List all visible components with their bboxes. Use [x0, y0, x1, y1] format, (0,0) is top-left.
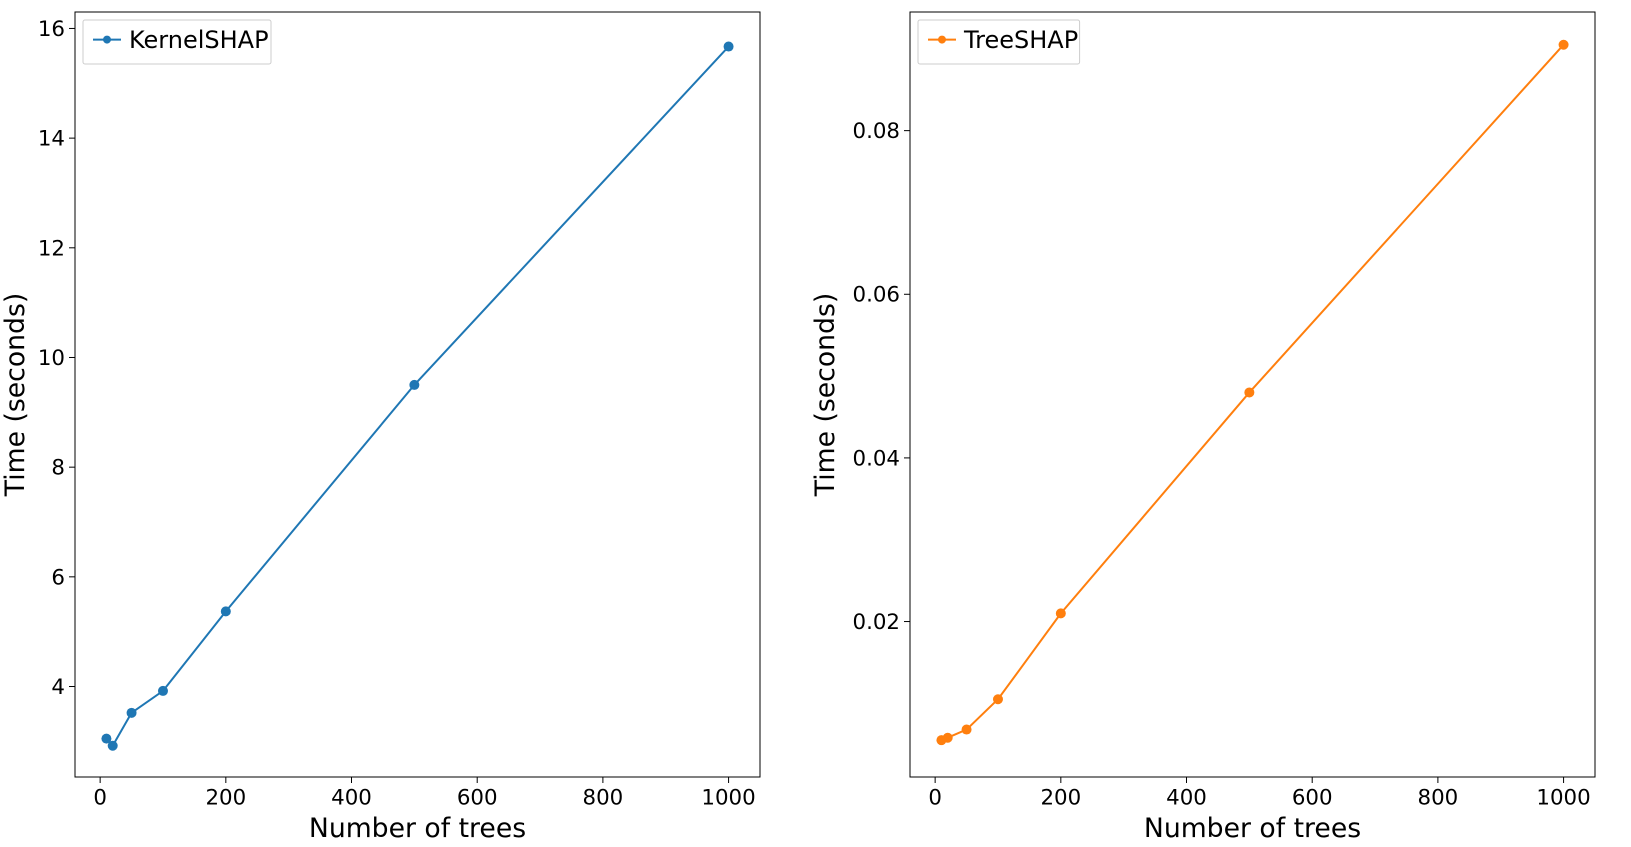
- legend-label-kernelshap: KernelSHAP: [129, 26, 269, 54]
- y-axis-label: Time (seconds): [0, 293, 31, 497]
- y-tick-label: 0.06: [853, 283, 901, 308]
- series-marker-kernelshap: [127, 708, 137, 718]
- series-marker-kernelshap: [108, 741, 118, 751]
- y-tick-label: 6: [51, 565, 65, 590]
- x-tick-label: 600: [1292, 785, 1333, 810]
- y-tick-label: 12: [38, 236, 65, 261]
- series-line-kernelshap: [106, 47, 728, 746]
- y-tick-label: 0.08: [853, 119, 901, 144]
- legend-marker-treeshap: [938, 36, 946, 44]
- x-tick-label: 0: [928, 785, 942, 810]
- series-marker-kernelshap: [158, 686, 168, 696]
- legend: TreeSHAP: [918, 20, 1080, 64]
- y-tick-label: 16: [38, 17, 65, 42]
- legend-marker-kernelshap: [103, 36, 111, 44]
- x-tick-label: 800: [583, 785, 624, 810]
- x-tick-label: 400: [1166, 785, 1207, 810]
- x-tick-label: 400: [331, 785, 372, 810]
- series-marker-kernelshap: [409, 380, 419, 390]
- y-tick-label: 0.04: [853, 446, 901, 471]
- series-marker-kernelshap: [221, 606, 231, 616]
- ax-left: 0200400600800100046810121416Number of tr…: [75, 12, 760, 777]
- series-marker-treeshap: [1559, 40, 1569, 50]
- series-marker-treeshap: [1244, 387, 1254, 397]
- y-tick-label: 0.02: [853, 610, 901, 635]
- x-tick-label: 1000: [1536, 785, 1590, 810]
- y-axis-label: Time (seconds): [810, 293, 841, 497]
- axes-spine: [75, 12, 760, 777]
- x-tick-label: 800: [1418, 785, 1459, 810]
- x-axis-label: Number of trees: [309, 813, 526, 844]
- legend-label-treeshap: TreeSHAP: [963, 26, 1078, 54]
- legend: KernelSHAP: [83, 20, 271, 64]
- x-tick-label: 1000: [701, 785, 755, 810]
- x-tick-label: 200: [1040, 785, 1081, 810]
- series-marker-kernelshap: [724, 42, 734, 52]
- figure: 0 200 400 600 800 1000 4 6 8 10 12 14 16 Number of tr…: [0, 0, 1631, 847]
- y-tick-label: 4: [51, 675, 65, 700]
- y-tick-label: 14: [38, 127, 65, 152]
- series-marker-treeshap: [943, 733, 953, 743]
- ax-right: 020040060080010000.020.040.060.08Number …: [910, 12, 1595, 777]
- series-marker-treeshap: [962, 725, 972, 735]
- y-tick-label: 10: [38, 346, 65, 371]
- series-marker-treeshap: [993, 694, 1003, 704]
- x-tick-label: 200: [205, 785, 246, 810]
- x-tick-label: 600: [457, 785, 498, 810]
- x-tick-label: 0: [93, 785, 107, 810]
- series-marker-treeshap: [1056, 608, 1066, 618]
- x-axis-label: Number of trees: [1144, 813, 1361, 844]
- y-tick-label: 8: [51, 456, 65, 481]
